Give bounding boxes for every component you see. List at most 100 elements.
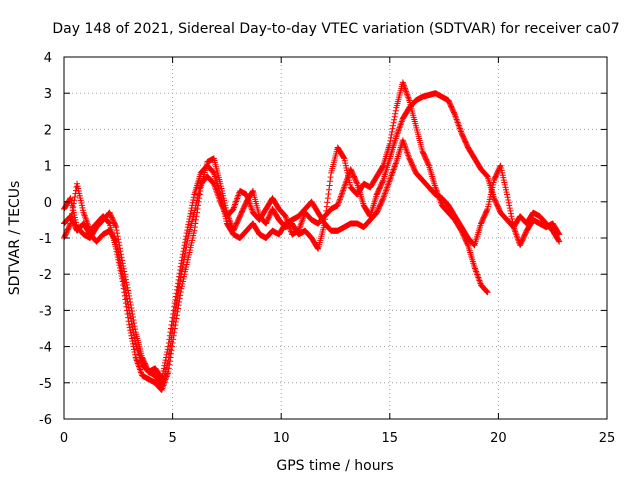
- data-point: [170, 311, 177, 318]
- data-point: [116, 254, 123, 261]
- data-point: [165, 339, 172, 346]
- data-point: [388, 131, 395, 138]
- data-point: [556, 238, 563, 245]
- data-point: [123, 295, 130, 302]
- data-point: [132, 337, 139, 344]
- data-point: [160, 365, 167, 372]
- data-point: [326, 182, 333, 189]
- data-point: [128, 318, 135, 325]
- data-point: [123, 292, 130, 299]
- data-point: [129, 323, 136, 330]
- data-point: [129, 340, 136, 347]
- data-point: [470, 241, 477, 248]
- data-point: [390, 119, 397, 126]
- data-point: [71, 193, 78, 200]
- data-point: [182, 236, 189, 243]
- data-points: [61, 79, 563, 394]
- data-point: [323, 203, 330, 210]
- data-point: [177, 266, 184, 273]
- data-point: [392, 107, 399, 114]
- data-point: [113, 227, 120, 234]
- x-tick-label: 5: [168, 431, 176, 446]
- data-point: [483, 288, 490, 295]
- data-point: [249, 188, 256, 195]
- data-point: [181, 245, 188, 252]
- y-tick-label: 2: [44, 123, 52, 138]
- x-tick-label: 25: [599, 431, 616, 446]
- data-point: [130, 329, 137, 336]
- data-point: [158, 382, 165, 389]
- data-point: [164, 349, 171, 356]
- data-point: [340, 154, 347, 161]
- data-point: [129, 326, 136, 333]
- data-point: [163, 354, 170, 361]
- data-point: [183, 230, 190, 237]
- axes: 0 5 10 15 20 25 -6 -5 -4 -3 -2 -1 0 1 2 3 4: [39, 51, 615, 446]
- data-point: [173, 290, 180, 297]
- y-tick-label: 1: [44, 160, 52, 175]
- data-point: [390, 122, 397, 129]
- y-tick-label: -6: [39, 413, 52, 428]
- data-point: [166, 336, 173, 343]
- data-point: [129, 338, 136, 345]
- data-point: [324, 199, 331, 206]
- y-tick-label: -4: [39, 341, 52, 356]
- data-point: [178, 257, 185, 264]
- data-point: [325, 186, 332, 193]
- data-point: [505, 199, 512, 206]
- data-point: [106, 219, 113, 226]
- data-point: [175, 280, 182, 287]
- data-point: [113, 238, 120, 245]
- data-point: [179, 251, 186, 258]
- data-point: [327, 174, 334, 181]
- data-point: [114, 230, 121, 237]
- data-point: [126, 310, 133, 317]
- data-point: [387, 134, 394, 141]
- data-point: [176, 273, 183, 280]
- data-point: [379, 196, 386, 203]
- data-point: [508, 213, 515, 220]
- data-point: [389, 125, 396, 132]
- data-point: [177, 263, 184, 270]
- data-point: [171, 303, 178, 310]
- data-point: [186, 213, 193, 220]
- y-axis-label: SDTVAR / TECUs: [7, 181, 23, 296]
- data-point: [117, 260, 124, 267]
- data-point: [505, 196, 512, 203]
- data-point: [556, 231, 563, 238]
- data-point: [190, 196, 197, 203]
- data-point: [127, 315, 134, 322]
- data-point: [165, 358, 172, 365]
- data-point: [173, 286, 180, 293]
- data-point: [126, 307, 133, 314]
- data-point: [166, 332, 173, 339]
- data-point: [112, 237, 119, 244]
- y-tick-label: -3: [39, 304, 52, 319]
- data-point: [121, 280, 128, 287]
- data-point: [125, 304, 132, 311]
- data-point: [483, 207, 490, 214]
- data-point: [325, 190, 332, 197]
- data-point: [114, 246, 121, 253]
- data-point: [162, 357, 169, 364]
- data-point: [126, 321, 133, 328]
- data-point: [112, 222, 119, 229]
- data-point: [188, 205, 195, 212]
- data-point: [169, 314, 176, 321]
- data-point: [121, 283, 128, 290]
- y-tick-label: 3: [44, 87, 52, 102]
- data-point: [179, 254, 186, 261]
- data-point: [392, 110, 399, 117]
- data-point: [163, 351, 170, 358]
- data-point: [159, 373, 166, 380]
- data-point: [105, 219, 112, 226]
- data-point: [125, 301, 132, 308]
- data-point: [115, 249, 122, 256]
- data-point: [169, 318, 176, 325]
- data-point: [118, 263, 125, 270]
- data-point: [127, 330, 134, 337]
- data-point: [483, 288, 490, 295]
- data-point: [506, 202, 513, 209]
- data-point: [122, 289, 129, 296]
